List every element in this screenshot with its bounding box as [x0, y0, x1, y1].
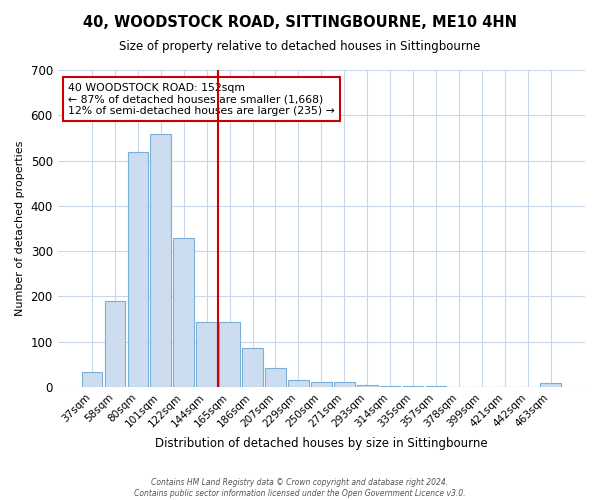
Bar — [288, 380, 309, 387]
Bar — [242, 348, 263, 387]
Bar — [151, 134, 171, 387]
Bar — [196, 322, 217, 387]
Y-axis label: Number of detached properties: Number of detached properties — [15, 141, 25, 316]
X-axis label: Distribution of detached houses by size in Sittingbourne: Distribution of detached houses by size … — [155, 437, 488, 450]
Bar — [128, 152, 148, 387]
Bar — [403, 386, 424, 387]
Bar — [311, 382, 332, 387]
Bar — [357, 384, 377, 387]
Bar — [104, 301, 125, 387]
Bar — [173, 238, 194, 387]
Bar — [219, 322, 240, 387]
Bar — [541, 384, 561, 387]
Bar — [380, 386, 400, 387]
Text: Contains HM Land Registry data © Crown copyright and database right 2024.
Contai: Contains HM Land Registry data © Crown c… — [134, 478, 466, 498]
Bar — [334, 382, 355, 387]
Text: 40, WOODSTOCK ROAD, SITTINGBOURNE, ME10 4HN: 40, WOODSTOCK ROAD, SITTINGBOURNE, ME10 … — [83, 15, 517, 30]
Bar — [82, 372, 102, 387]
Bar — [265, 368, 286, 387]
Text: 40 WOODSTOCK ROAD: 152sqm
← 87% of detached houses are smaller (1,668)
12% of se: 40 WOODSTOCK ROAD: 152sqm ← 87% of detac… — [68, 82, 335, 116]
Text: Size of property relative to detached houses in Sittingbourne: Size of property relative to detached ho… — [119, 40, 481, 53]
